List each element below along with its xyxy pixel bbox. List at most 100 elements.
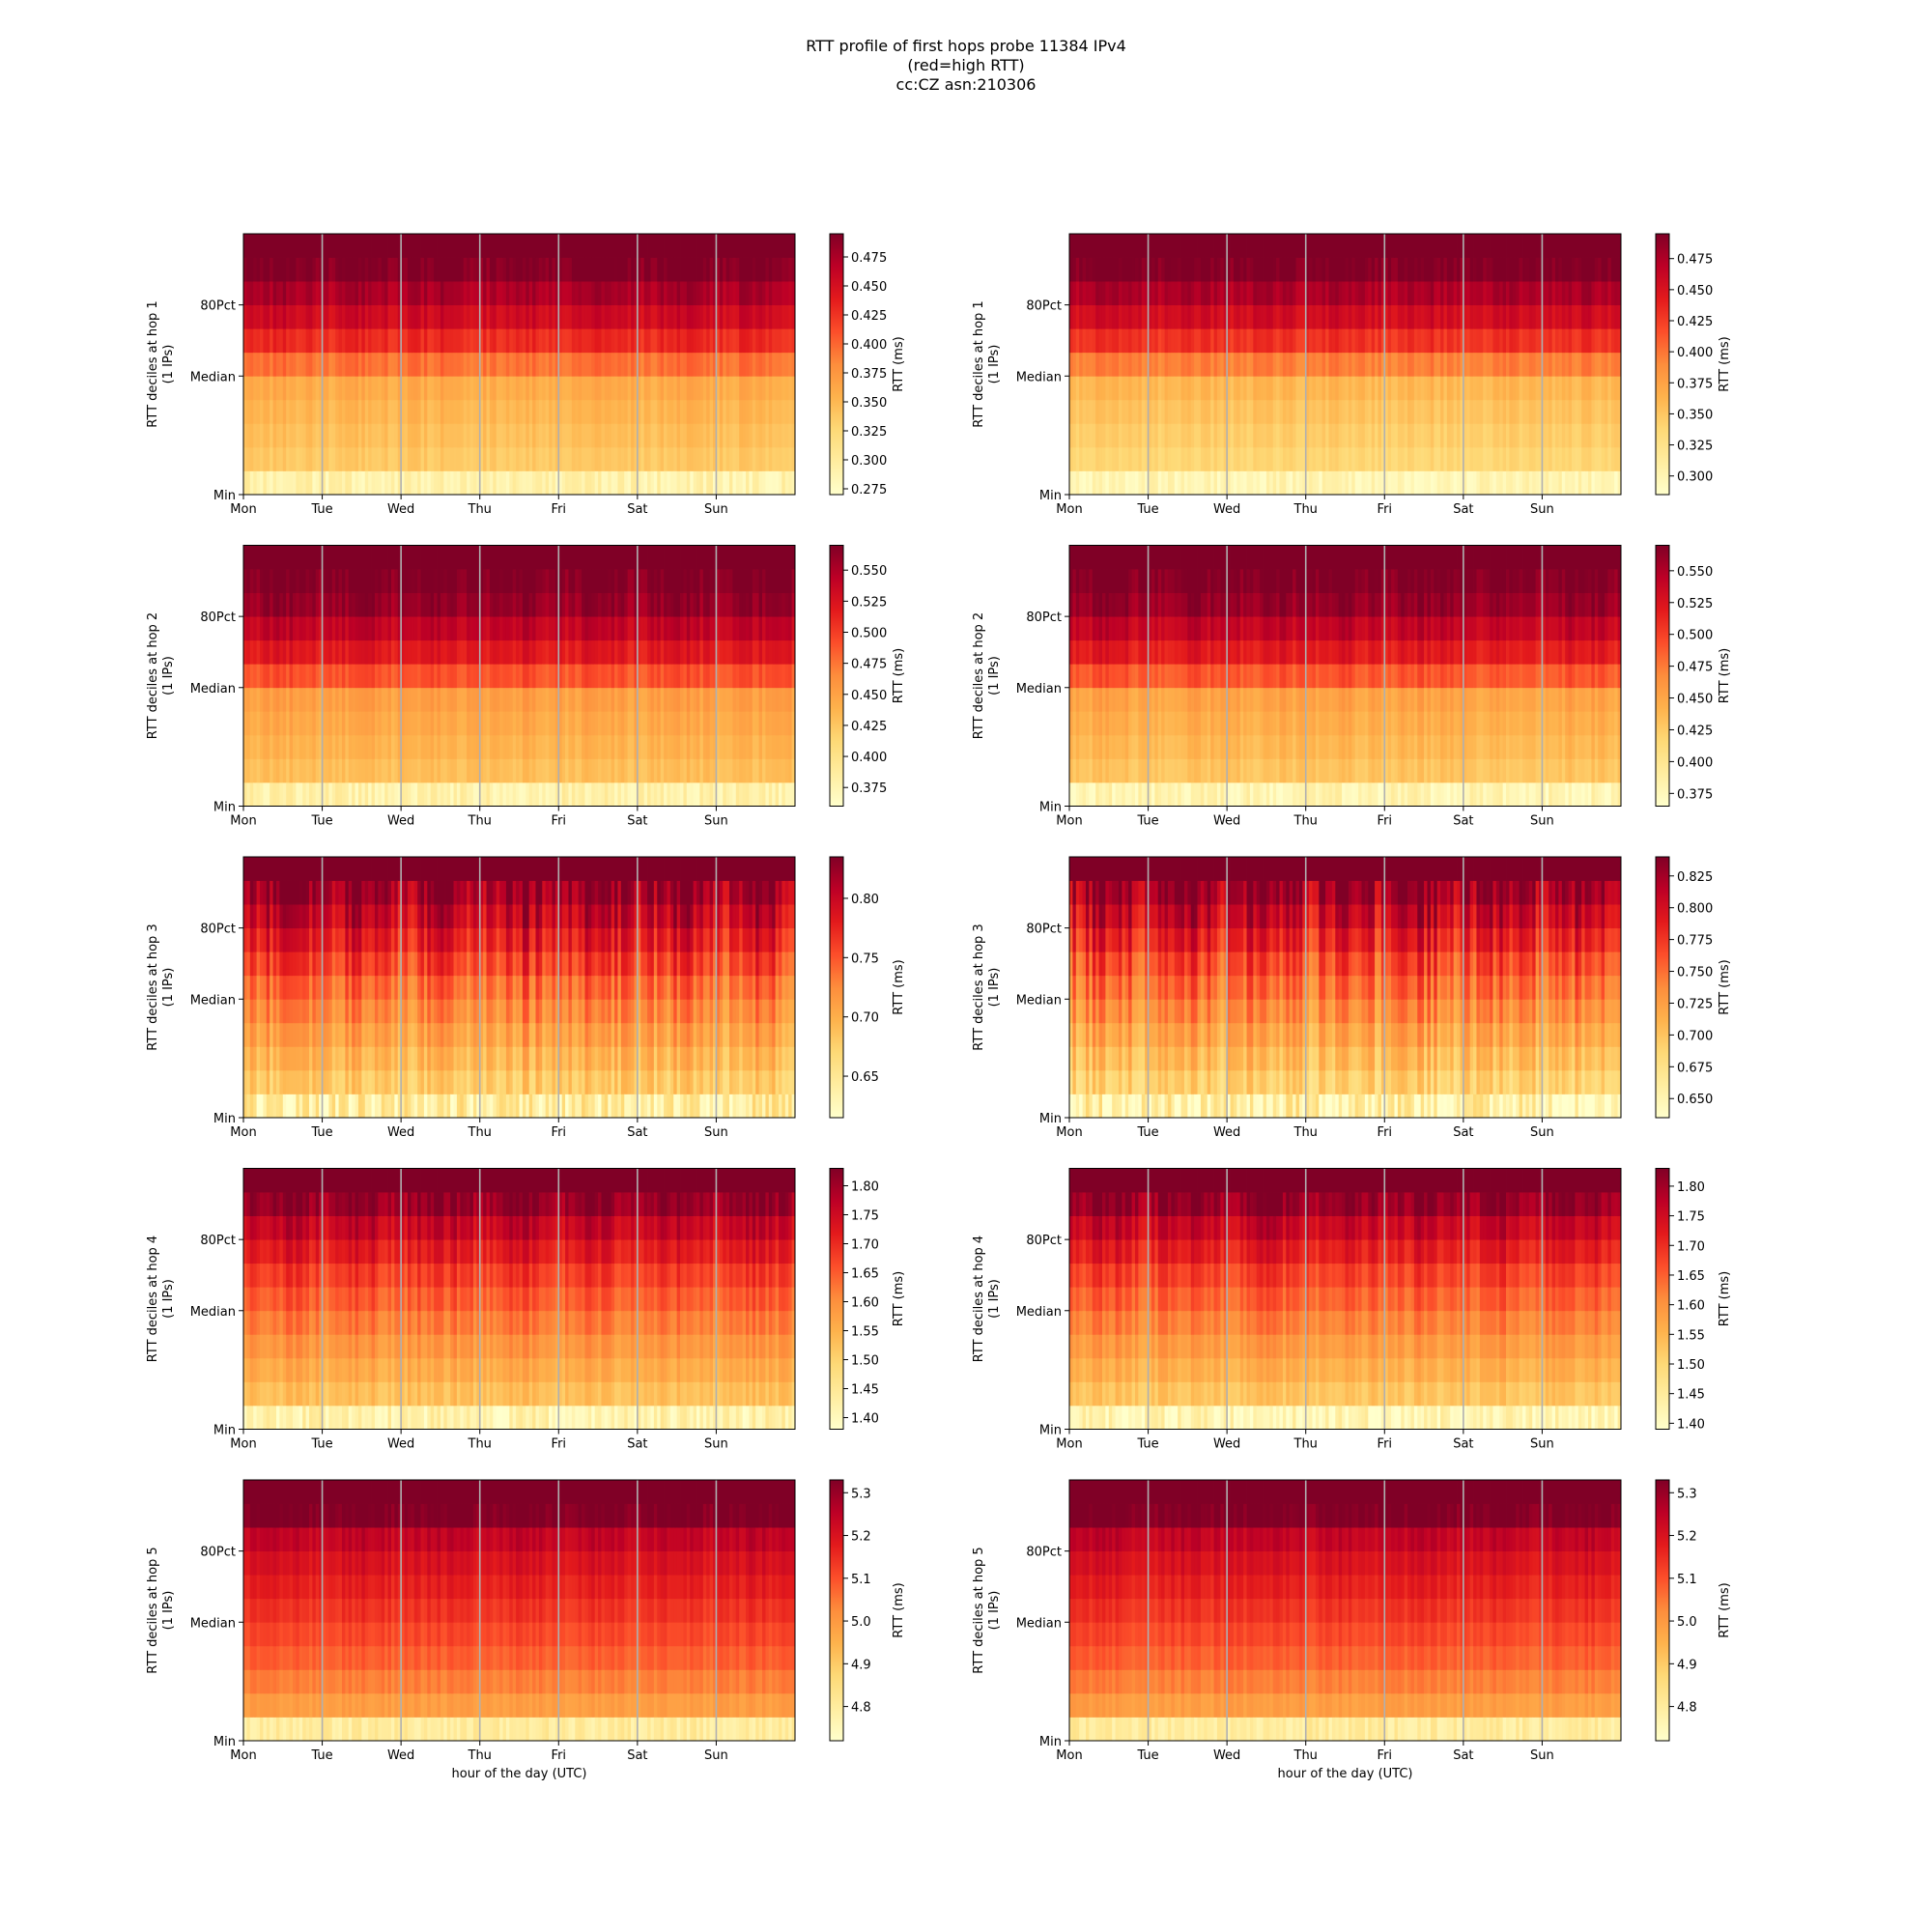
heat-cell <box>1305 234 1310 258</box>
heat-cell <box>279 687 284 712</box>
heat-cell <box>702 399 707 424</box>
heat-cell <box>1542 281 1547 306</box>
heat-cell <box>374 687 379 712</box>
heat-cell <box>509 711 514 736</box>
heat-cell <box>587 257 592 282</box>
heat-cell <box>1591 281 1596 306</box>
heat-cell <box>1204 304 1208 329</box>
heat-cell <box>686 352 691 377</box>
heat-cell <box>348 352 353 377</box>
y-axis-label: RTT deciles at hop 1 <box>146 300 160 427</box>
heat-cell <box>378 304 383 329</box>
heat-cell <box>558 234 563 258</box>
heat-cell <box>467 781 470 807</box>
heat-cell <box>1338 234 1343 258</box>
heat-cell <box>699 234 704 258</box>
heat-cell <box>450 569 454 593</box>
heat-cell <box>1319 257 1323 282</box>
heat-cell <box>1092 234 1096 258</box>
heat-cell <box>1548 352 1553 377</box>
heat-cell <box>723 234 727 258</box>
heat-cell <box>1227 376 1231 401</box>
heat-cell <box>502 328 507 354</box>
heat-cell <box>456 376 461 401</box>
heat-cell <box>430 664 435 689</box>
heat-cell <box>643 399 648 424</box>
heat-cell <box>1216 281 1221 306</box>
heat-cell <box>1134 304 1139 329</box>
heat-cell <box>502 616 507 641</box>
heat-cell <box>489 304 494 329</box>
heat-cell <box>437 470 441 496</box>
heat-cell <box>443 781 448 807</box>
heat-cell <box>1216 257 1221 282</box>
heat-cell <box>335 734 339 759</box>
heat-cell <box>1424 399 1428 424</box>
heat-cell <box>542 781 547 807</box>
heat-cell <box>286 616 290 641</box>
heat-cell <box>1545 352 1549 377</box>
heat-cell <box>496 446 500 471</box>
heat-cell <box>1545 234 1549 258</box>
heat-cell <box>302 304 306 329</box>
heat-cell <box>361 446 366 471</box>
heat-cell <box>1210 257 1214 282</box>
heat-cell <box>657 376 662 401</box>
heat-cell <box>584 376 589 401</box>
heat-cell <box>394 376 399 401</box>
heat-cell <box>1387 281 1392 306</box>
heat-cell <box>667 470 671 496</box>
heat-cell <box>505 352 510 377</box>
heat-cell <box>1607 399 1612 424</box>
heat-cell <box>1535 423 1540 448</box>
heat-cell <box>275 423 280 448</box>
heat-cell <box>1328 328 1333 354</box>
heat-cell <box>1072 257 1077 282</box>
heat-cell <box>505 446 510 471</box>
heat-cell <box>423 639 428 665</box>
heat-cell <box>453 328 458 354</box>
heat-cell <box>401 592 405 617</box>
heat-cell <box>1453 470 1458 496</box>
heat-cell <box>1506 328 1510 354</box>
heat-cell <box>1424 423 1428 448</box>
heat-cell <box>575 234 580 258</box>
heat-cell <box>305 446 310 471</box>
heat-cell <box>263 257 268 282</box>
heat-cell <box>440 328 444 354</box>
heat-cell <box>437 569 441 593</box>
heat-cell <box>575 781 580 807</box>
heat-cell <box>1522 281 1526 306</box>
heat-cell <box>1293 470 1296 496</box>
heat-cell <box>325 639 329 665</box>
heat-cell <box>1101 376 1106 401</box>
heat-cell <box>446 639 451 665</box>
heat-cell <box>1286 423 1291 448</box>
heat-cell <box>479 470 484 496</box>
heat-cell <box>1457 281 1461 306</box>
heat-cell <box>1256 423 1261 448</box>
heat-cell <box>765 399 770 424</box>
heat-cell <box>509 281 514 306</box>
heat-cell <box>331 470 336 496</box>
heat-cell <box>270 569 273 593</box>
heat-cell <box>1519 423 1523 448</box>
heat-cell <box>1118 304 1122 329</box>
heat-cell <box>772 399 777 424</box>
heat-cell <box>1178 328 1181 354</box>
heat-cell <box>467 399 470 424</box>
heat-cell <box>1532 376 1537 401</box>
heat-cell <box>352 281 355 306</box>
heat-cell <box>279 664 284 689</box>
heat-cell <box>706 328 711 354</box>
heat-cell <box>1525 257 1530 282</box>
heat-cell <box>735 399 740 424</box>
heat-cell <box>725 328 730 354</box>
heat-cell <box>331 734 336 759</box>
heat-cell <box>1368 304 1373 329</box>
heat-cell <box>1572 281 1576 306</box>
heat-cell <box>526 781 530 807</box>
heat-cell <box>702 234 707 258</box>
heat-cell <box>407 639 412 665</box>
heat-cell <box>1364 470 1369 496</box>
